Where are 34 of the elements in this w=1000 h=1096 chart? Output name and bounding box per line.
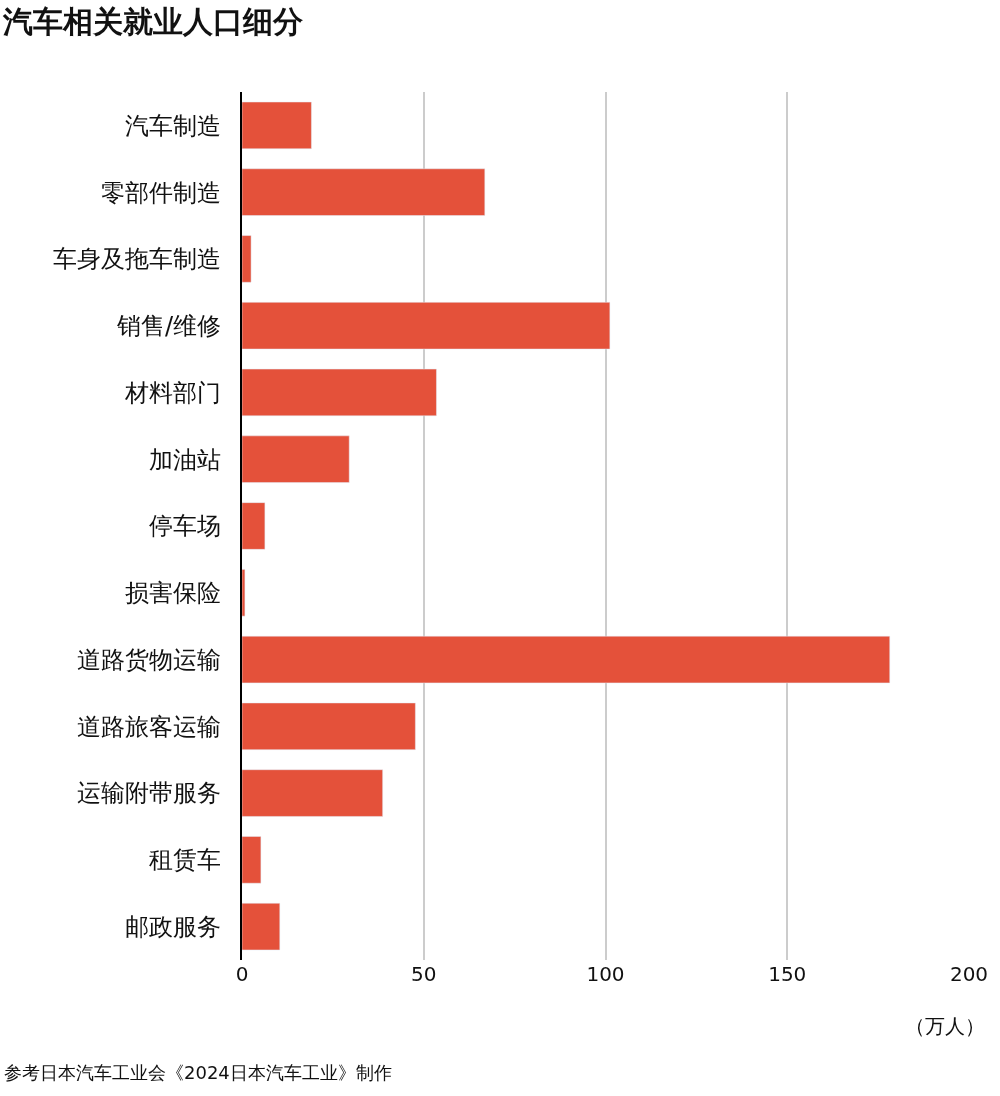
bar [242,435,350,483]
bar [242,635,891,684]
y-tick-label: 道路货物运输 [77,645,222,674]
bar [242,702,416,750]
x-tick-label: 100 [586,962,625,986]
bar [242,302,611,350]
x-tick-label: 150 [768,962,807,986]
text: 参考日本汽车工业会《2024日本汽车工业》制作 [4,1062,392,1083]
bar [242,101,312,149]
y-tick-label: 租赁车 [149,846,222,875]
bar [242,368,437,417]
bar [242,569,246,617]
x-tick-label: 200 [949,962,989,986]
x-tick-label: 0 [235,962,249,986]
y-tick-label: 零部件制造 [101,178,222,207]
bar [242,769,383,817]
y-tick-label: 汽车制造 [125,111,222,140]
y-tick-label: 加油站 [149,445,222,474]
y-tick-label: 停车场 [149,512,222,541]
y-tick-label: 邮政服务 [125,913,222,942]
y-tick-label: 道路旅客运输 [77,712,222,741]
y-tick-label: 材料部门 [124,378,222,407]
y-tick-label: 运输附带服务 [77,779,222,808]
bar [242,502,266,550]
bar [242,168,486,216]
y-tick-label: 销售/维修 [116,312,222,341]
x-axis-title: （万人） [905,1014,985,1038]
y-tick-label: 损害保险 [125,579,222,608]
bar [242,235,252,283]
bar [242,836,262,884]
chart-title: 汽车相关就业人口细分 [2,3,303,39]
y-tick-label: 车身及拖车制造 [53,245,222,274]
x-tick-label: 50 [411,962,437,986]
bar [242,903,281,951]
